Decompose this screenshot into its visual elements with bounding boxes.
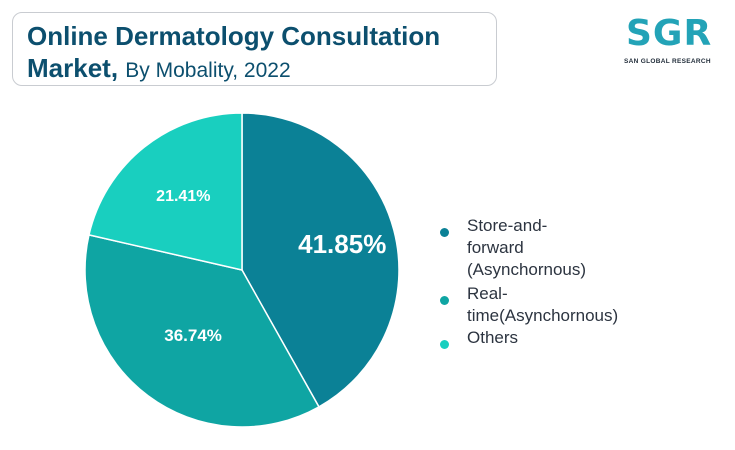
pie-data-label-2: 36.74% <box>164 326 222 345</box>
logo-letters: SGR <box>626 13 713 54</box>
legend-marker-icon <box>440 340 449 349</box>
pie-data-label-3: 21.41% <box>156 188 210 205</box>
logo-tagline: SAN GLOBAL RESEARCH <box>624 58 711 65</box>
legend-label: Real-time(Asynchornous) <box>467 284 619 325</box>
legend-marker-icon <box>440 296 449 305</box>
pie-slice-1 <box>241 112 400 408</box>
pie-slice-2 <box>84 233 320 428</box>
legend-marker-icon <box>440 228 449 237</box>
title-box: Online Dermatology Consultation Market, … <box>12 12 497 86</box>
legend-label: Store-and-forward (Asynchornous) <box>467 216 587 279</box>
pie-data-labels: 41.85% 36.74% 21.41% <box>156 188 386 345</box>
pie-slice-3 <box>88 112 243 271</box>
chart-title-market: Market, <box>27 53 119 83</box>
legend-label: Others <box>467 328 519 347</box>
chart-title-line-1: Online Dermatology Consultation <box>27 21 441 51</box>
chart-subtitle: By Mobality, 2022 <box>125 59 291 82</box>
pie-data-label-1: 41.85% <box>298 229 386 259</box>
pie-slices <box>84 112 400 428</box>
chart-title-line-2: Market, By Mobality, 2022 <box>27 52 496 87</box>
sgr-logo: SGR SAN GLOBAL RESEARCH <box>622 10 722 68</box>
